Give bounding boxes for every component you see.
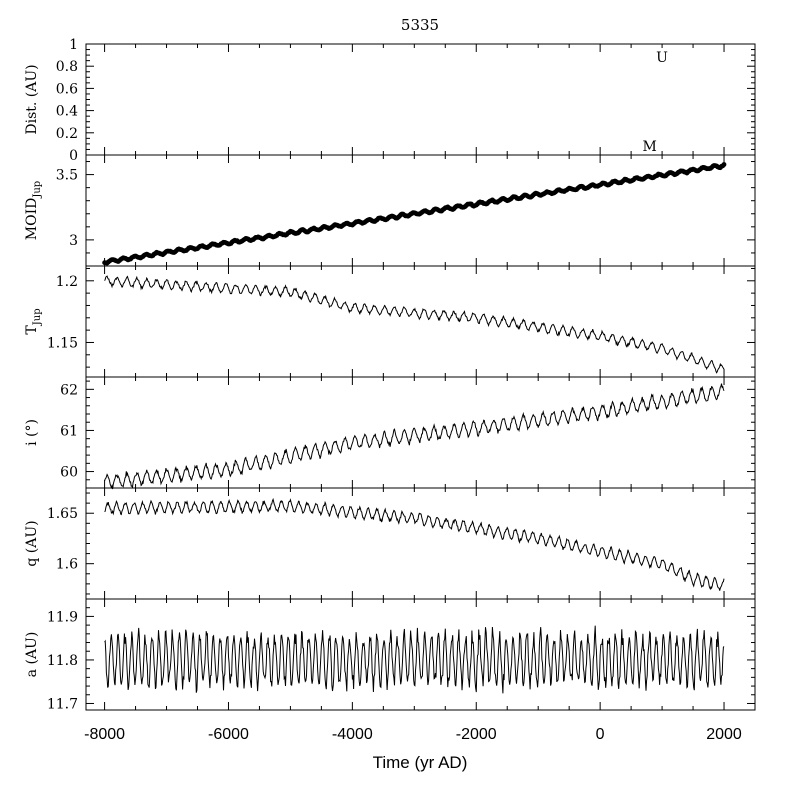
x-tick-label: -6000 bbox=[208, 726, 249, 743]
y-axis-label-q: q (AU) bbox=[24, 520, 40, 566]
y-tick-label-dist: 1 bbox=[69, 37, 78, 53]
y-axis-label-tjup: TJup bbox=[24, 308, 43, 334]
y-tick-label-tjup: 1.2 bbox=[56, 274, 78, 290]
x-axis: -8000 -6000 -4000 -2000 0 2000 bbox=[84, 726, 742, 743]
x-tick-label: -2000 bbox=[456, 726, 497, 743]
y-axis-label-a: a (AU) bbox=[24, 632, 40, 678]
y-tick-label-incl: 62 bbox=[60, 382, 78, 398]
encounter-marker-M: M bbox=[643, 139, 657, 155]
y-tick-label-tjup: 1.15 bbox=[47, 335, 78, 351]
series-line-incl bbox=[104, 383, 725, 490]
series-line-tjup bbox=[104, 275, 725, 374]
y-axis-label-incl: i (°) bbox=[24, 419, 40, 446]
y-tick-label-dist: 0.4 bbox=[56, 104, 78, 120]
y-tick-label-q: 1.6 bbox=[56, 557, 78, 573]
panel-frame-incl bbox=[85, 376, 756, 489]
y-tick-label-dist: 0.8 bbox=[56, 59, 78, 75]
x-tick-label: 0 bbox=[596, 726, 605, 743]
y-tick-label-incl: 61 bbox=[60, 423, 78, 439]
y-tick-label-dist: 0 bbox=[69, 148, 78, 164]
x-tick-label: -4000 bbox=[332, 726, 373, 743]
series-line-q bbox=[104, 497, 725, 591]
panel-q: 1.6 1.65 q (AU) bbox=[24, 487, 756, 600]
y-tick-label-dist: 0.6 bbox=[56, 81, 78, 97]
panel-tjup: 1.15 1.2 TJup bbox=[24, 265, 756, 378]
y-tick-label-moid: 3 bbox=[69, 233, 78, 249]
y-axis-label-moid: MOIDJup bbox=[24, 181, 43, 240]
y-axis-label-subscript: Jup bbox=[32, 181, 43, 199]
x-tick-label: -8000 bbox=[84, 726, 125, 743]
y-tick-label-dist: 0.2 bbox=[56, 126, 78, 142]
y-tick-label-incl: 60 bbox=[60, 465, 78, 481]
data-point bbox=[721, 162, 727, 167]
panel-incl: 60 61 62 i (°) bbox=[24, 376, 756, 490]
y-axis-label-dist: Dist. (AU) bbox=[24, 64, 40, 134]
y-tick-label-moid: 3.5 bbox=[56, 168, 78, 184]
panel-frame-a bbox=[85, 598, 756, 711]
panel-frame-tjup bbox=[85, 265, 756, 378]
chart-title: 5335 bbox=[401, 16, 439, 34]
y-axis-label-subscript: Jup bbox=[32, 308, 43, 326]
y-tick-label-a: 11.7 bbox=[47, 696, 78, 712]
y-tick-label-a: 11.9 bbox=[47, 609, 78, 625]
y-tick-label-q: 1.65 bbox=[47, 506, 78, 522]
series-line-a bbox=[104, 625, 725, 694]
series-moid bbox=[102, 162, 727, 266]
encounter-marker-U: U bbox=[656, 50, 668, 66]
x-tick-label: 2000 bbox=[706, 726, 742, 743]
panel-moid: 3 3.5 MOIDJup bbox=[24, 154, 756, 267]
panels-group: 0 0.2 0.4 0.6 0.8 1 Dist. (AU) U M 3 3.5 MOIDJup 1.1… bbox=[24, 37, 756, 712]
panel-a: 11.7 11.8 11.9 a (AU) bbox=[24, 598, 756, 712]
panel-dist: 0 0.2 0.4 0.6 0.8 1 Dist. (AU) U M bbox=[24, 37, 756, 164]
x-axis-label: Time (yr AD) bbox=[373, 753, 468, 772]
y-tick-label-a: 11.8 bbox=[47, 653, 78, 669]
